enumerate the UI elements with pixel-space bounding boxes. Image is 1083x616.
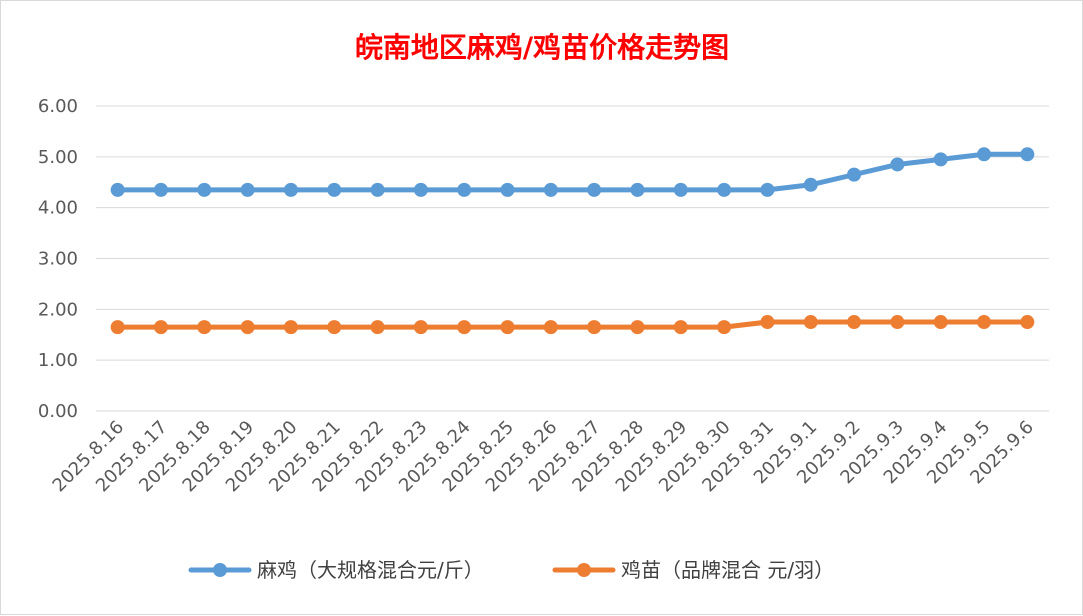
data-point[interactable] bbox=[327, 320, 342, 335]
data-point[interactable] bbox=[760, 315, 775, 330]
data-point[interactable] bbox=[890, 157, 905, 172]
series-line-1 bbox=[115, 319, 1030, 330]
data-point[interactable] bbox=[673, 320, 688, 335]
data-point[interactable] bbox=[630, 320, 645, 335]
data-point[interactable] bbox=[457, 320, 472, 335]
y-tick-label: 4.00 bbox=[38, 198, 78, 219]
y-tick-label: 5.00 bbox=[38, 147, 78, 168]
series-line-0 bbox=[115, 151, 1030, 193]
data-point[interactable] bbox=[630, 182, 645, 197]
y-tick-label: 2.00 bbox=[38, 299, 78, 320]
data-point[interactable] bbox=[197, 182, 212, 197]
data-point[interactable] bbox=[890, 315, 905, 330]
data-point[interactable] bbox=[153, 320, 168, 335]
y-axis-ticks: 0.00 1.00 2.00 3.00 4.00 5.00 6.00 bbox=[38, 96, 78, 422]
data-point[interactable] bbox=[1020, 147, 1035, 162]
data-point[interactable] bbox=[977, 147, 992, 162]
data-point[interactable] bbox=[760, 182, 775, 197]
data-point[interactable] bbox=[197, 320, 212, 335]
data-point[interactable] bbox=[933, 315, 948, 330]
data-point[interactable] bbox=[847, 315, 862, 330]
data-point[interactable] bbox=[543, 320, 558, 335]
y-tick-label: 3.00 bbox=[38, 249, 78, 270]
data-point[interactable] bbox=[803, 315, 818, 330]
data-point[interactable] bbox=[673, 182, 688, 197]
x-axis-ticks: 2025.8.162025.8.172025.8.182025.8.192025… bbox=[49, 417, 1038, 497]
y-tick-label: 6.00 bbox=[38, 96, 78, 117]
data-point[interactable] bbox=[240, 320, 255, 335]
data-point[interactable] bbox=[587, 320, 602, 335]
y-tick-label: 0.00 bbox=[38, 401, 78, 422]
legend-item-0[interactable]: 麻鸡（大规格混合元/斤） bbox=[188, 558, 484, 582]
data-point[interactable] bbox=[283, 320, 298, 335]
data-point[interactable] bbox=[240, 182, 255, 197]
data-point[interactable] bbox=[153, 182, 168, 197]
data-point[interactable] bbox=[110, 320, 125, 335]
data-point[interactable] bbox=[717, 182, 732, 197]
chart-title: 皖南地区麻鸡/鸡苗价格走势图 bbox=[355, 31, 729, 64]
legend-item-1[interactable]: 鸡苗（品牌混合 元/羽） bbox=[552, 558, 834, 582]
data-point[interactable] bbox=[413, 320, 428, 335]
data-point[interactable] bbox=[543, 182, 558, 197]
data-point[interactable] bbox=[847, 167, 862, 182]
data-point[interactable] bbox=[1020, 315, 1035, 330]
series-layer bbox=[110, 147, 1035, 335]
data-point[interactable] bbox=[500, 182, 515, 197]
data-point[interactable] bbox=[500, 320, 515, 335]
legend-label-0: 麻鸡（大规格混合元/斤） bbox=[257, 558, 484, 582]
legend-marker-0 bbox=[213, 563, 227, 577]
data-point[interactable] bbox=[977, 315, 992, 330]
data-point[interactable] bbox=[110, 182, 125, 197]
data-point[interactable] bbox=[370, 320, 385, 335]
data-point[interactable] bbox=[283, 182, 298, 197]
gridlines bbox=[96, 105, 1049, 412]
legend: 麻鸡（大规格混合元/斤） 鸡苗（品牌混合 元/羽） bbox=[188, 558, 834, 582]
data-point[interactable] bbox=[717, 320, 732, 335]
data-point[interactable] bbox=[803, 177, 818, 192]
legend-label-1: 鸡苗（品牌混合 元/羽） bbox=[621, 558, 834, 582]
data-point[interactable] bbox=[413, 182, 428, 197]
data-point[interactable] bbox=[933, 152, 948, 167]
data-point[interactable] bbox=[327, 182, 342, 197]
legend-marker-1 bbox=[577, 563, 591, 577]
data-point[interactable] bbox=[457, 182, 472, 197]
y-tick-label: 1.00 bbox=[38, 350, 78, 371]
data-point[interactable] bbox=[587, 182, 602, 197]
data-point[interactable] bbox=[370, 182, 385, 197]
